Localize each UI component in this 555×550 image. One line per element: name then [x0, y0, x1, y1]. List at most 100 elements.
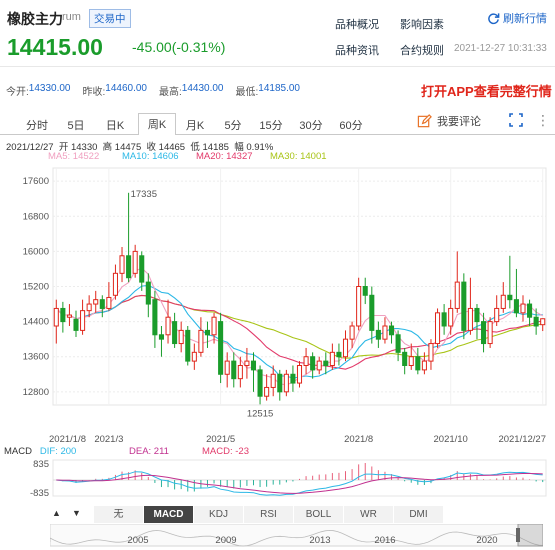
indicator-dmi[interactable]: DMI: [394, 506, 444, 523]
candle: [369, 286, 375, 344]
tab-15min[interactable]: 15分: [259, 120, 283, 132]
link-rules[interactable]: 合约规则: [400, 45, 444, 57]
timeline-year: 2013: [309, 535, 330, 546]
link-overview[interactable]: 品种概况: [335, 19, 379, 31]
candle: [211, 312, 217, 344]
candle: [204, 321, 211, 348]
candle: [362, 277, 368, 305]
candle: [93, 290, 99, 313]
ma20-line: [55, 294, 543, 370]
macd-dea: DEA: 211: [129, 446, 169, 457]
high-annotation: 17335: [131, 189, 157, 200]
tab-daily-k[interactable]: 日K: [105, 120, 125, 132]
candle-body: [139, 255, 145, 283]
candle-body: [270, 373, 276, 388]
candle-body: [323, 360, 329, 367]
open-label: 今开:: [6, 87, 29, 98]
candle: [527, 299, 533, 326]
candle: [158, 326, 164, 357]
indicator-wr[interactable]: WR: [344, 506, 394, 523]
timeline-year: 2005: [127, 535, 148, 546]
candle-body: [60, 307, 66, 323]
macd-title: MACD: [4, 446, 32, 457]
fullscreen-icon[interactable]: [509, 113, 523, 132]
instrument-name: 橡胶主力: [7, 11, 63, 27]
macd-frame: [52, 459, 547, 497]
candle-body: [342, 338, 349, 358]
tab-5min[interactable]: 5分: [224, 120, 242, 132]
candle: [303, 347, 309, 375]
y-tick-label: 16000: [23, 246, 49, 257]
candle: [520, 295, 526, 322]
tab-5day[interactable]: 5日: [67, 120, 85, 132]
macd-chart[interactable]: 835 -835: [0, 456, 555, 504]
link-news[interactable]: 品种资讯: [335, 45, 379, 57]
candle: [139, 251, 145, 291]
comment-button[interactable]: 我要评论: [417, 113, 481, 129]
prev-close-label: 昨收:: [82, 87, 106, 98]
candle-body: [336, 351, 342, 358]
tab-30min[interactable]: 30分: [299, 120, 323, 132]
indicator-kdj[interactable]: KDJ: [194, 506, 244, 523]
candle: [112, 264, 118, 300]
tab-fenshi[interactable]: 分时: [26, 120, 48, 132]
indicator-none[interactable]: 无: [94, 506, 144, 523]
timeline-navigator[interactable]: 2005 2009 2013 2016 2020: [50, 524, 543, 548]
candle: [152, 290, 158, 348]
candle: [231, 352, 237, 388]
y-tick-label: 14400: [23, 317, 49, 328]
candle-body: [231, 360, 237, 380]
tab-weekly-k[interactable]: 周K: [138, 113, 176, 135]
instrument-code: rum: [62, 11, 81, 23]
indicator-boll[interactable]: BOLL: [294, 506, 344, 523]
candle-body: [112, 272, 118, 296]
kline-chart[interactable]: 17600 16800 16000 15200 14400 13600 12800 2021/…: [0, 160, 555, 445]
nav-up-arrow[interactable]: ▲: [52, 508, 61, 518]
candle-body: [454, 281, 460, 309]
link-factors[interactable]: 影响因素: [400, 19, 444, 31]
low-label: 最低:: [235, 87, 259, 98]
candle-body: [211, 316, 217, 336]
tab-monthly-k[interactable]: 月K: [185, 120, 205, 132]
candle-body: [244, 360, 250, 367]
indicator-tabs: 无 MACD KDJ RSI BOLL WR DMI: [94, 506, 444, 523]
candle-body: [441, 312, 447, 327]
candle: [494, 295, 500, 326]
tab-60min[interactable]: 60分: [339, 120, 363, 132]
candle-body: [356, 286, 362, 327]
candle: [448, 299, 454, 335]
timeline-window[interactable]: [517, 524, 543, 547]
candle-body: [152, 299, 158, 336]
candle-body: [375, 329, 381, 340]
timeline-handle[interactable]: [516, 528, 520, 542]
tabs-baseline: [0, 134, 555, 135]
candle: [481, 312, 487, 353]
candle-body: [93, 299, 99, 305]
candle-body: [66, 314, 72, 318]
indicator-macd[interactable]: MACD: [144, 506, 194, 523]
trading-status-badge: 交易中: [89, 9, 131, 28]
timeline-year: 2016: [374, 535, 395, 546]
open-app-banner[interactable]: 打开APP查看完整行情: [421, 84, 552, 99]
timeline-sparkline: [50, 529, 543, 547]
candle-body: [310, 356, 316, 371]
indicator-rsi[interactable]: RSI: [244, 506, 294, 523]
macd-value: MACD: -23: [202, 446, 249, 457]
more-icon[interactable]: ⋮: [536, 112, 550, 128]
candle: [66, 304, 72, 326]
x-tick-label: 2021/12/27: [498, 434, 546, 445]
candle-info: 2021/12/27 开 14330 高 14475 收 14465 低 141…: [6, 139, 273, 153]
candle-body: [540, 318, 546, 326]
candle-body: [224, 360, 230, 375]
candle: [86, 295, 92, 318]
candle: [388, 321, 395, 344]
candle-body: [349, 325, 355, 340]
candle: [415, 347, 421, 375]
nav-down-arrow[interactable]: ▼: [72, 508, 81, 518]
candle-body: [448, 307, 454, 327]
candle: [99, 295, 105, 318]
candle: [237, 356, 243, 388]
macd-y-tick: -835: [30, 488, 49, 499]
quote-time: 2021-12-27 10:31:33: [454, 43, 547, 54]
refresh-button[interactable]: 刷新行情: [487, 10, 549, 26]
